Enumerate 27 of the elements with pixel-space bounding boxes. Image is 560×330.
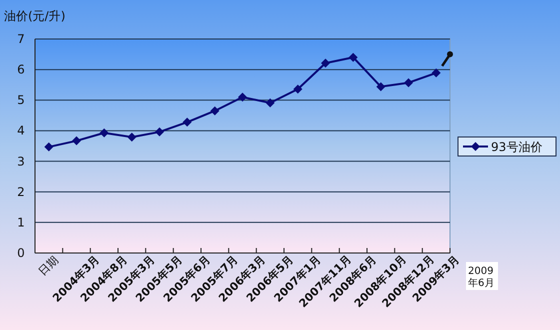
y-tick-label: 1	[17, 215, 25, 230]
point	[348, 52, 358, 62]
point	[376, 82, 386, 92]
text: 2009年6月	[468, 266, 494, 289]
y-tick-label: 4	[17, 124, 25, 138]
point	[72, 136, 81, 146]
point	[404, 78, 413, 88]
point	[238, 92, 247, 102]
point	[100, 128, 109, 138]
point	[210, 106, 220, 116]
point	[266, 98, 275, 108]
point	[155, 127, 164, 136]
point	[293, 84, 302, 94]
point	[182, 118, 192, 127]
y-tick-label: 2	[17, 184, 25, 199]
y-tick-label: 7	[17, 32, 25, 46]
y-axis-title: 油价(元/升)	[4, 9, 66, 23]
y-tick-label: 6	[17, 62, 25, 77]
y-tick-label: 0	[17, 246, 25, 260]
point	[127, 132, 136, 142]
point	[44, 142, 54, 152]
x-tick-label: 日期	[36, 253, 61, 278]
legend-label: 93号油价	[491, 140, 542, 154]
y-tick-label: 3	[17, 154, 25, 168]
point	[321, 58, 330, 68]
point	[432, 68, 441, 78]
y-tick-label: 5	[17, 93, 25, 108]
